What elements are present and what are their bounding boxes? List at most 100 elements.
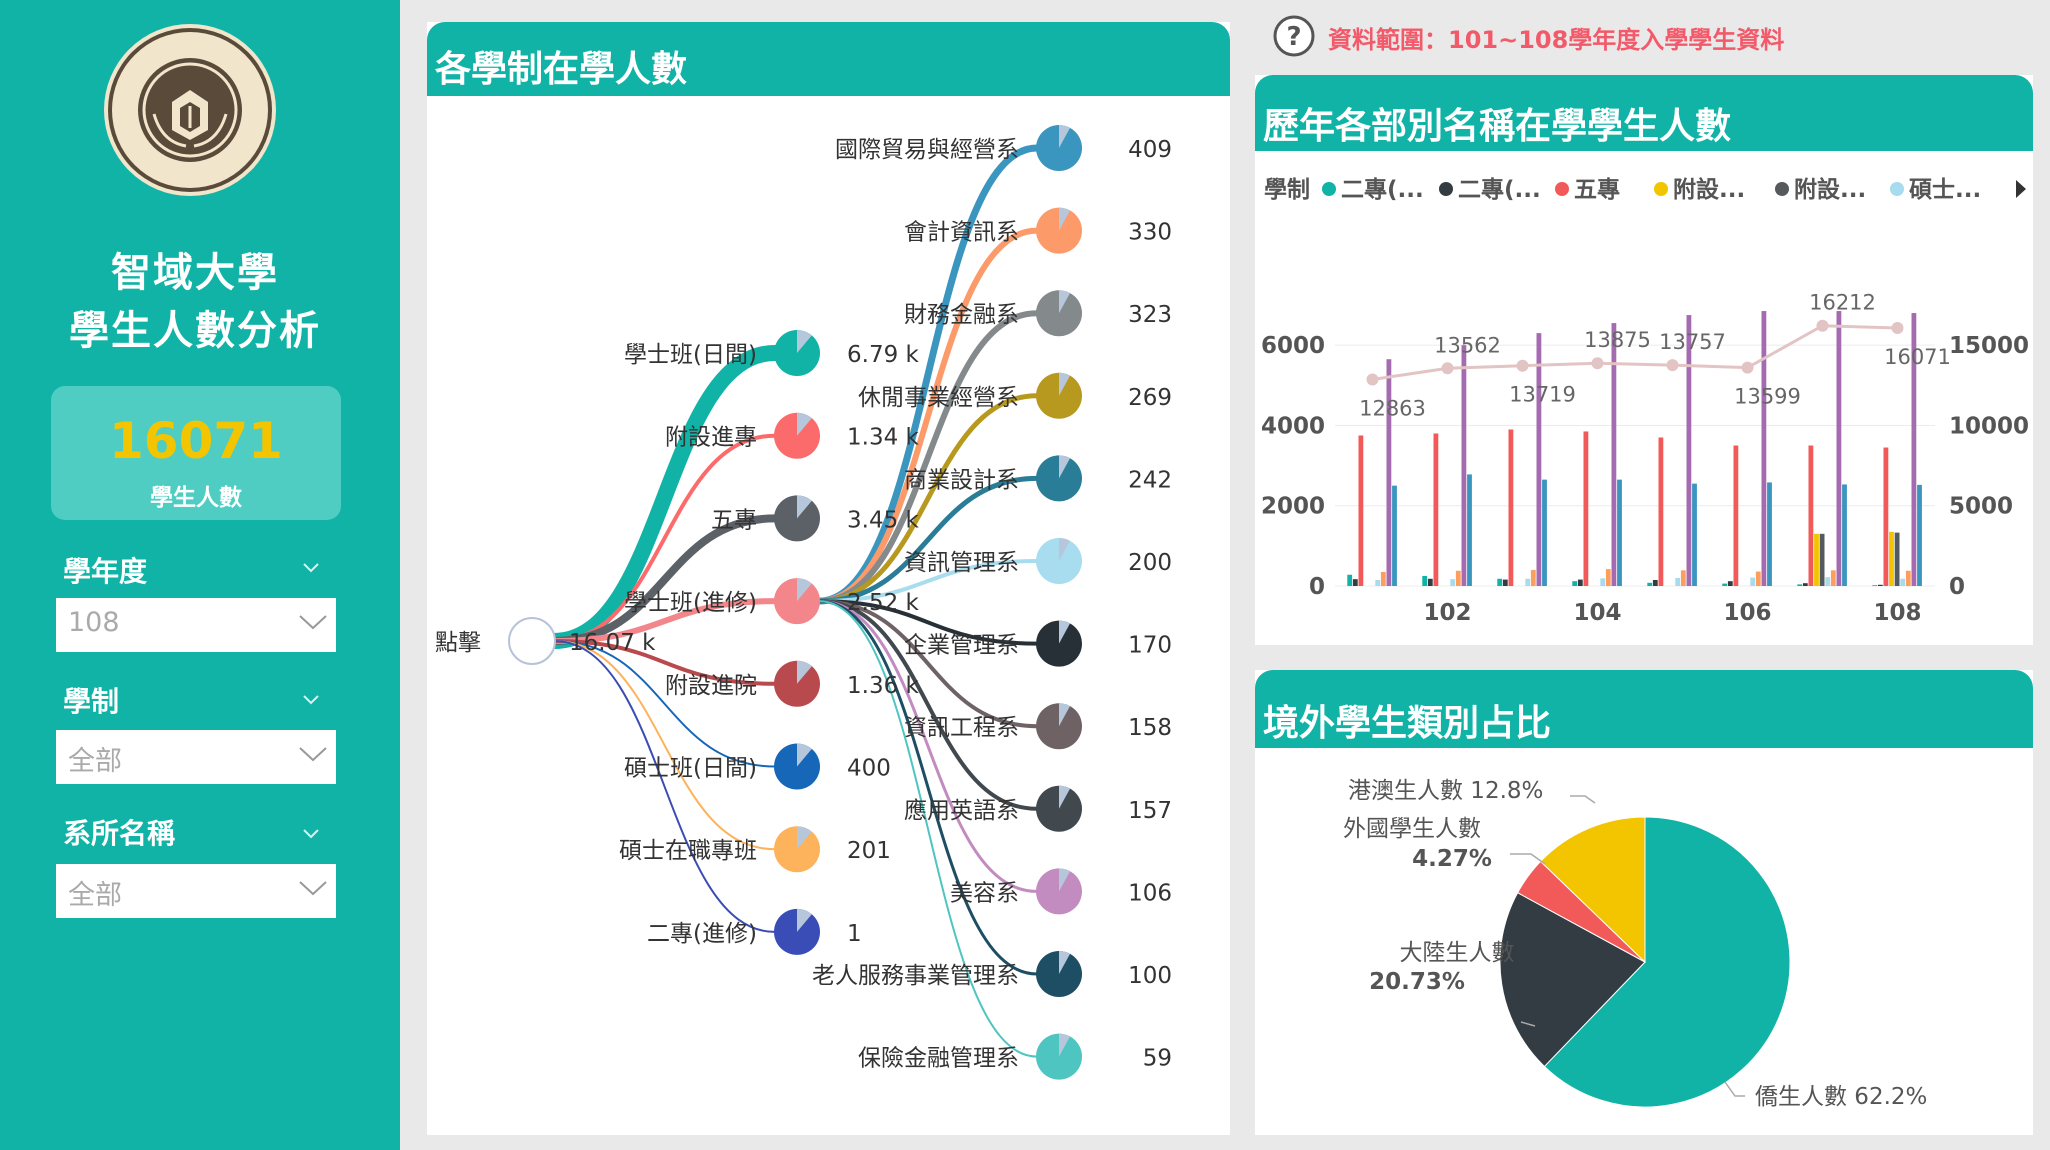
tree-root-node[interactable] (508, 617, 556, 665)
line-point[interactable] (1891, 321, 1904, 334)
bar[interactable] (1905, 570, 1911, 586)
bar[interactable] (1675, 577, 1681, 586)
bar[interactable] (1836, 311, 1842, 586)
yearly-students-header: 歷年各部別名稱在學學生人數 (1255, 75, 2033, 151)
bar[interactable] (1508, 429, 1514, 586)
bar[interactable] (1917, 484, 1922, 586)
help-question-icon[interactable]: ? (1272, 14, 1316, 58)
bar[interactable] (1819, 533, 1825, 586)
slicer-collapse-chevron-icon[interactable] (303, 826, 319, 842)
line-point[interactable] (1591, 357, 1604, 370)
bar[interactable] (1455, 570, 1461, 586)
decomposition-tree-chart[interactable]: 點擊 16.07 k 學士班(日間) 6.79 k 附設進專 1.34 k 五專 3.45 k… (427, 22, 1230, 1135)
bar[interactable] (1427, 578, 1433, 586)
bar[interactable] (1900, 578, 1906, 586)
legend-item[interactable]: 碩士... (1909, 177, 1981, 203)
pie-slice[interactable] (1543, 816, 1791, 1108)
tree-node[interactable] (774, 495, 820, 542)
bar[interactable] (1352, 579, 1358, 586)
bar[interactable] (1577, 579, 1583, 586)
bar[interactable] (1727, 581, 1733, 586)
bar[interactable] (1375, 579, 1381, 586)
bar[interactable] (1797, 584, 1803, 586)
bar[interactable] (1502, 579, 1508, 586)
line-point[interactable] (1816, 319, 1829, 332)
legend-item[interactable]: 附設... (1673, 176, 1745, 203)
bar[interactable] (1894, 532, 1900, 586)
bar[interactable] (1600, 578, 1606, 586)
bar[interactable] (1830, 570, 1836, 586)
bar[interactable] (1536, 333, 1542, 586)
bar[interactable] (1883, 447, 1889, 586)
slicer-collapse-chevron-icon[interactable] (303, 560, 319, 576)
bar[interactable] (1467, 474, 1472, 586)
line-point[interactable] (1666, 359, 1679, 372)
tree-node-label: 休閒事業經營系 (858, 385, 1019, 411)
bar[interactable] (1542, 479, 1547, 586)
bar[interactable] (1450, 579, 1456, 586)
tree-node-value: 409 (1128, 137, 1172, 163)
line-point[interactable] (1741, 361, 1754, 374)
line-point[interactable] (1441, 362, 1454, 375)
bar[interactable] (1380, 571, 1386, 586)
slicer-title-department: 系所名稱 (63, 817, 176, 850)
bar[interactable] (1583, 431, 1589, 586)
slicer-department-dropdown[interactable]: 全部 (56, 864, 336, 918)
pie-slice[interactable] (1499, 892, 1646, 1068)
bar[interactable] (1750, 577, 1756, 586)
bar[interactable] (1525, 578, 1531, 586)
legend-item[interactable]: 二專(... (1458, 177, 1541, 203)
bar[interactable] (1605, 569, 1611, 586)
bar[interactable] (1617, 479, 1622, 586)
bar[interactable] (1877, 584, 1883, 586)
bar[interactable] (1347, 574, 1353, 586)
bar[interactable] (1686, 315, 1692, 586)
bar[interactable] (1658, 437, 1664, 586)
bar[interactable] (1722, 583, 1728, 586)
line-data-label: 12863 (1359, 396, 1426, 420)
bar[interactable] (1433, 433, 1439, 586)
bar[interactable] (1814, 533, 1819, 586)
bar[interactable] (1761, 311, 1767, 586)
yearly-students-chart[interactable]: 學制 二專(... 二專(... 五專 附設... 附設... 碩士... 0 2000 4000… (1255, 75, 2033, 645)
bar[interactable] (1755, 571, 1761, 586)
legend-next-arrow-icon[interactable] (2016, 180, 2026, 198)
line-point[interactable] (1366, 373, 1379, 386)
bar[interactable] (1497, 578, 1503, 586)
bar[interactable] (1386, 359, 1392, 586)
legend-item[interactable]: 附設... (1794, 176, 1866, 203)
tree-link (818, 475, 1038, 604)
bar[interactable] (1842, 484, 1847, 586)
legend-item[interactable]: 二專(... (1341, 177, 1424, 203)
bar[interactable] (1680, 570, 1686, 586)
tree-node-label: 五專 (711, 507, 757, 533)
line-point[interactable] (1516, 359, 1529, 372)
bar[interactable] (1530, 569, 1536, 586)
slicer-system-dropdown[interactable]: 全部 (56, 730, 336, 784)
bar[interactable] (1733, 445, 1739, 586)
bar[interactable] (1889, 531, 1894, 586)
legend-item[interactable]: 五專 (1574, 177, 1620, 203)
x-tick: 108 (1873, 600, 1921, 626)
bar[interactable] (1461, 345, 1467, 586)
bar[interactable] (1611, 323, 1617, 586)
bar[interactable] (1802, 583, 1808, 586)
slicer-year-dropdown[interactable]: 108 (56, 598, 336, 652)
bar[interactable] (1825, 577, 1831, 586)
y-right-tick: 5000 (1949, 494, 2013, 520)
bar[interactable] (1692, 483, 1697, 586)
bar[interactable] (1808, 445, 1814, 586)
pie-slice[interactable] (1539, 816, 1646, 964)
bar[interactable] (1652, 579, 1658, 586)
tree-node-label: 二專(進修) (647, 921, 757, 947)
bar[interactable] (1767, 482, 1772, 586)
foreign-students-pie-chart[interactable]: 僑生人數 62.2% 大陸生人數 20.73% 外國學生人數 4.27% 港澳生人數 12… (1255, 670, 2033, 1135)
slicer-collapse-chevron-icon[interactable] (303, 692, 319, 708)
bar[interactable] (1647, 582, 1653, 586)
bar[interactable] (1572, 581, 1578, 586)
bar[interactable] (1392, 485, 1397, 586)
bar[interactable] (1422, 575, 1428, 586)
bar[interactable] (1872, 585, 1878, 586)
bar[interactable] (1911, 313, 1917, 586)
bar[interactable] (1358, 435, 1364, 586)
